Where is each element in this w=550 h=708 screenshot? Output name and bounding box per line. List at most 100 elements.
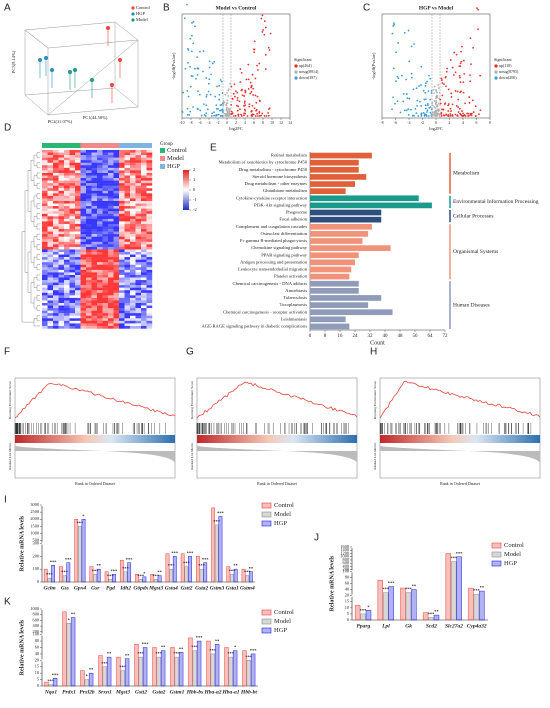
heatmap-cell [119,267,125,271]
heatmap-cell [42,305,48,309]
heatmap-cell [124,172,131,176]
heatmap-cell [47,252,54,255]
heatmap-cell [42,155,48,158]
heatmap-cell [42,203,48,207]
x-tick-label: Prdx1 [62,689,76,695]
heatmap-cell [108,252,114,255]
volcano-point [410,76,413,79]
heatmap-cell [53,274,59,278]
heatmap-cell [53,223,59,227]
heatmap-cell [113,318,120,322]
heatmap-cell [64,239,70,242]
legend-swatch [131,18,135,22]
heatmap-cell [53,325,59,329]
heatmap-cell [130,185,136,189]
heatmap-cell [64,246,70,250]
heatmap-cell [130,249,136,253]
heatmap-cell [69,203,76,207]
heatmap-cell [102,175,109,179]
bar [134,644,139,687]
x-tick-label: Gstm3 [210,585,225,591]
bar [81,519,86,583]
heatmap-cell [75,305,81,309]
heatmap-cell [124,185,131,189]
bar [203,562,208,583]
heatmap-cell [97,206,103,209]
heatmap-cell [75,313,81,316]
heatmap-cell [80,308,87,311]
heatmap-cell [91,195,98,199]
volcano-point [442,114,445,117]
heatmap-cell [108,249,114,253]
heatmap-cell [141,150,147,153]
heatmap-cell [47,155,54,158]
heatmap-cell [58,167,65,171]
heatmap-cell [135,297,142,301]
volcano-point [250,115,253,117]
bar [102,666,107,687]
heatmap-cell [69,315,76,319]
significance-label: *** [46,572,54,577]
heatmap-cell [53,323,59,327]
category-label: Osteoclast differentiation [261,231,308,236]
volcano-point [200,114,203,117]
heatmap-cell [146,211,153,214]
heatmap-cell [124,226,131,230]
heatmap-cell [64,277,70,281]
y-tick-label: 80 [35,638,39,643]
heatmap-cell [91,287,98,291]
heatmap-cell [42,175,48,179]
volcano-point [420,112,423,115]
heatmap-cell [130,267,136,271]
heatmap-cell [135,178,142,181]
pca-point [110,83,114,87]
plot-frame [181,13,291,119]
heatmap-cell [124,175,131,179]
heatmap-cell [47,264,54,268]
volcano-point [447,115,449,117]
heatmap-cell [53,272,59,276]
heatmap-cell [108,165,114,169]
heatmap-cell [102,198,109,202]
bar [192,650,197,687]
category-label: Phagosome [286,210,307,215]
heatmap-cell [113,315,120,319]
heatmap-cell [75,244,81,248]
heatmap-cell [113,239,120,242]
volcano-point [447,103,450,105]
heatmap-cell [42,190,48,194]
volcano-point [232,92,235,95]
heatmap-cell [42,195,48,199]
heatmap-cell [102,274,109,278]
heatmap-cell [97,203,103,207]
heatmap-cell [64,236,70,240]
heatmap-cell [47,254,54,258]
heatmap-cell [97,295,103,299]
heatmap-cell [130,229,136,232]
volcano-point [236,97,239,99]
heatmap-cell [97,178,103,181]
heatmap-cell [113,172,120,176]
volcano-point [220,80,223,83]
heatmap-cell [102,241,109,245]
heatmap-cell [75,315,81,319]
x-tick-label: Idh2 [119,585,131,591]
heatmap-cell [80,226,87,230]
legend-label: down(187) [299,75,317,80]
heatmap-cell [58,178,65,181]
heatmap-cell [91,249,98,253]
heatmap-cell [58,172,65,176]
heatmap-cell [113,175,120,179]
heatmap-cell [47,190,54,194]
heatmap-cell [53,241,59,245]
heatmap-cell [47,277,54,281]
volcano-point [469,80,472,83]
heatmap-cell [80,267,87,271]
heatmap-cell [53,254,59,258]
volcano-point [256,112,258,115]
heatmap-cell [135,218,142,222]
heatmap-cell [119,183,125,186]
heatmap-cell [146,297,153,301]
heatmap-cell [97,244,103,248]
x-tick-label: 8 [489,121,491,125]
